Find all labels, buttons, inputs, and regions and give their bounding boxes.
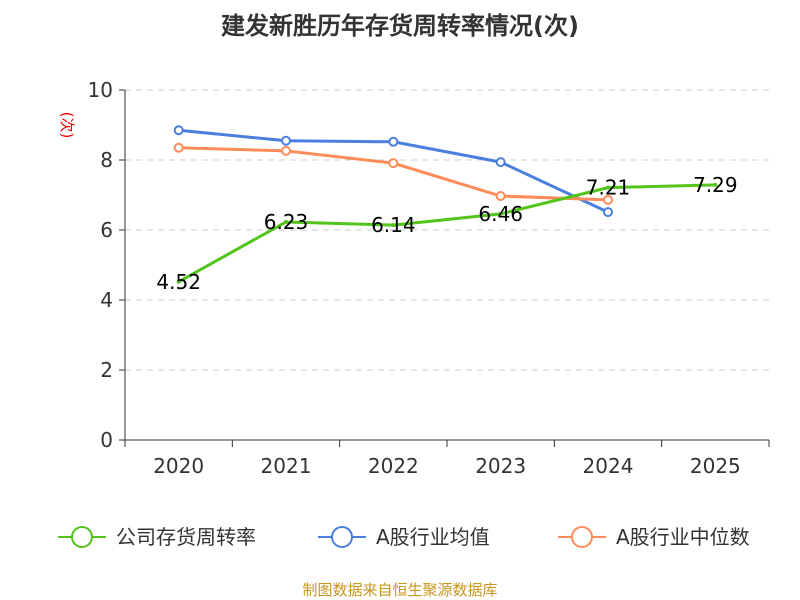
data-point <box>495 191 506 202</box>
data-point <box>606 185 610 190</box>
data-point <box>713 182 718 187</box>
data-label: 6.23 <box>264 210 309 234</box>
legend-item: A股行业中位数 <box>558 525 750 549</box>
series-line <box>178 146 609 202</box>
x-tick-label: 2021 <box>261 454 312 478</box>
y-tick-label: 4 <box>100 288 113 312</box>
chart-title: 建发新胜历年存货周转率情况(次) <box>221 12 579 40</box>
legend-label: 公司存货周转率 <box>116 525 256 549</box>
x-tick-label: 2025 <box>690 454 741 478</box>
y-tick-label: 10 <box>88 78 113 102</box>
y-tick-label: 6 <box>100 218 113 242</box>
data-point <box>388 158 399 169</box>
legend-label: A股行业中位数 <box>616 525 750 549</box>
data-label: 6.46 <box>478 202 523 226</box>
data-label: 6.14 <box>371 213 416 237</box>
legend-label: A股行业均值 <box>376 525 490 549</box>
y-tick-label: 0 <box>100 428 113 452</box>
legend-marker <box>571 526 593 548</box>
x-tick-label: 2024 <box>583 454 634 478</box>
data-label: 4.52 <box>156 270 201 294</box>
x-tick-label: 2020 <box>153 454 204 478</box>
data-point <box>498 211 503 216</box>
data-point <box>603 194 613 205</box>
legend-marker <box>71 526 93 548</box>
data-point <box>173 125 184 136</box>
data-point <box>388 136 399 147</box>
data-point <box>281 145 291 156</box>
source-note: 制图数据来自恒生聚源数据库 <box>302 581 497 599</box>
y-tick-label: 8 <box>100 148 113 172</box>
x-tick-label: 2023 <box>475 454 526 478</box>
series-line <box>177 183 716 284</box>
legend-item: 公司存货周转率 <box>58 525 256 549</box>
data-label: 7.29 <box>693 173 738 197</box>
legend-marker <box>331 526 353 548</box>
data-point <box>176 279 181 284</box>
data-label: 7.21 <box>586 176 631 200</box>
data-point <box>391 223 396 228</box>
data-point <box>603 207 613 218</box>
legend-item: A股行业均值 <box>318 525 490 549</box>
data-point <box>173 142 184 153</box>
data-point <box>284 219 288 224</box>
y-tick-label: 2 <box>100 358 113 382</box>
data-point <box>281 135 291 146</box>
x-tick-label: 2022 <box>368 454 419 478</box>
data-point <box>495 157 506 168</box>
y-axis-label: (次) <box>58 112 76 139</box>
